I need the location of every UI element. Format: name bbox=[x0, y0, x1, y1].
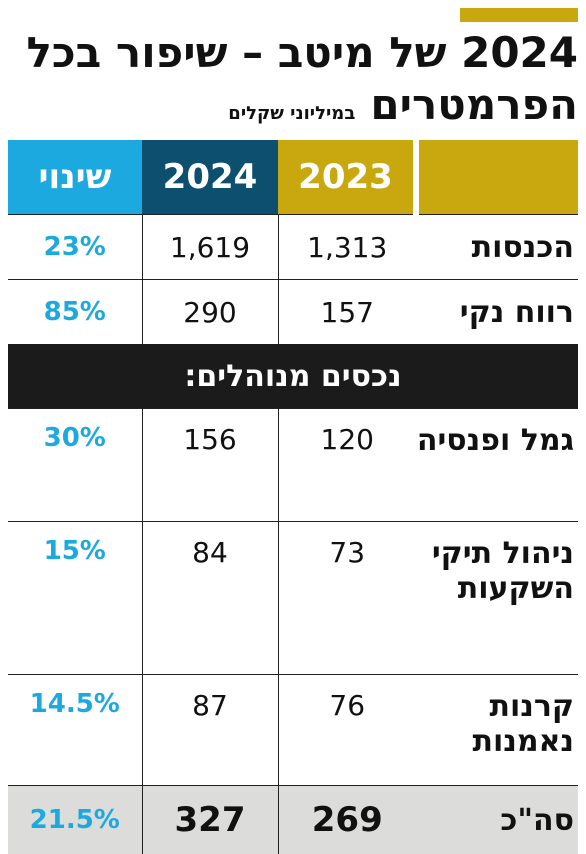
table-row: 15% 84 73 ניהול תיקי השקעות bbox=[8, 522, 578, 675]
chart-subtitle: במיליוני שקלים bbox=[228, 103, 355, 124]
cell-2023: 76 bbox=[278, 675, 416, 786]
cell-change: 85% bbox=[8, 280, 142, 345]
header-row: שינוי 2024 2023 bbox=[8, 140, 578, 215]
chart-title-line2-wrap: הפרמטרים במיליוני שקלים bbox=[8, 82, 578, 128]
cell-2024: 87 bbox=[142, 675, 278, 786]
row-label: ניהול תיקי השקעות bbox=[416, 522, 578, 675]
cell-change: 30% bbox=[8, 409, 142, 522]
cell-change: 14.5% bbox=[8, 675, 142, 786]
header-change: שינוי bbox=[8, 140, 142, 215]
row-label: רווח נקי bbox=[416, 280, 578, 345]
table-row: 30% 156 120 גמל ופנסיה bbox=[8, 409, 578, 522]
header-label bbox=[416, 140, 578, 215]
row-label: גמל ופנסיה bbox=[416, 409, 578, 522]
cell-2024: 290 bbox=[142, 280, 278, 345]
row-label: קרנות נאמנות bbox=[416, 675, 578, 786]
cell-2024: 156 bbox=[142, 409, 278, 522]
cell-2023: 120 bbox=[278, 409, 416, 522]
cell-2023: 73 bbox=[278, 522, 416, 675]
data-table: שינוי 2024 2023 23% 1,619 1,313 הכנסות 8… bbox=[8, 140, 578, 854]
cell-change: 15% bbox=[8, 522, 142, 675]
cell-2024: 84 bbox=[142, 522, 278, 675]
cell-2023: 157 bbox=[278, 280, 416, 345]
table-row: 85% 290 157 רווח נקי bbox=[8, 280, 578, 345]
total-2023: 269 bbox=[278, 786, 416, 854]
total-change: 21.5% bbox=[8, 786, 142, 854]
table-row: 23% 1,619 1,313 הכנסות bbox=[8, 215, 578, 280]
total-row: 21.5% 327 269 סה"כ bbox=[8, 786, 578, 854]
chart-title-line1: 2024 של מיטב – שיפור בכל bbox=[8, 30, 578, 76]
section-label: נכסים מנוהלים: bbox=[8, 344, 578, 409]
chart-title-line2: הפרמטרים bbox=[370, 80, 578, 129]
header-2024: 2024 bbox=[142, 140, 278, 215]
cell-2023: 1,313 bbox=[278, 215, 416, 280]
total-label: סה"כ bbox=[416, 786, 578, 854]
total-2024: 327 bbox=[142, 786, 278, 854]
section-row: נכסים מנוהלים: bbox=[8, 344, 578, 409]
header-2023: 2023 bbox=[278, 140, 416, 215]
accent-bar bbox=[460, 8, 578, 22]
table-row: 14.5% 87 76 קרנות נאמנות bbox=[8, 675, 578, 786]
cell-2024: 1,619 bbox=[142, 215, 278, 280]
row-label: הכנסות bbox=[416, 215, 578, 280]
cell-change: 23% bbox=[8, 215, 142, 280]
